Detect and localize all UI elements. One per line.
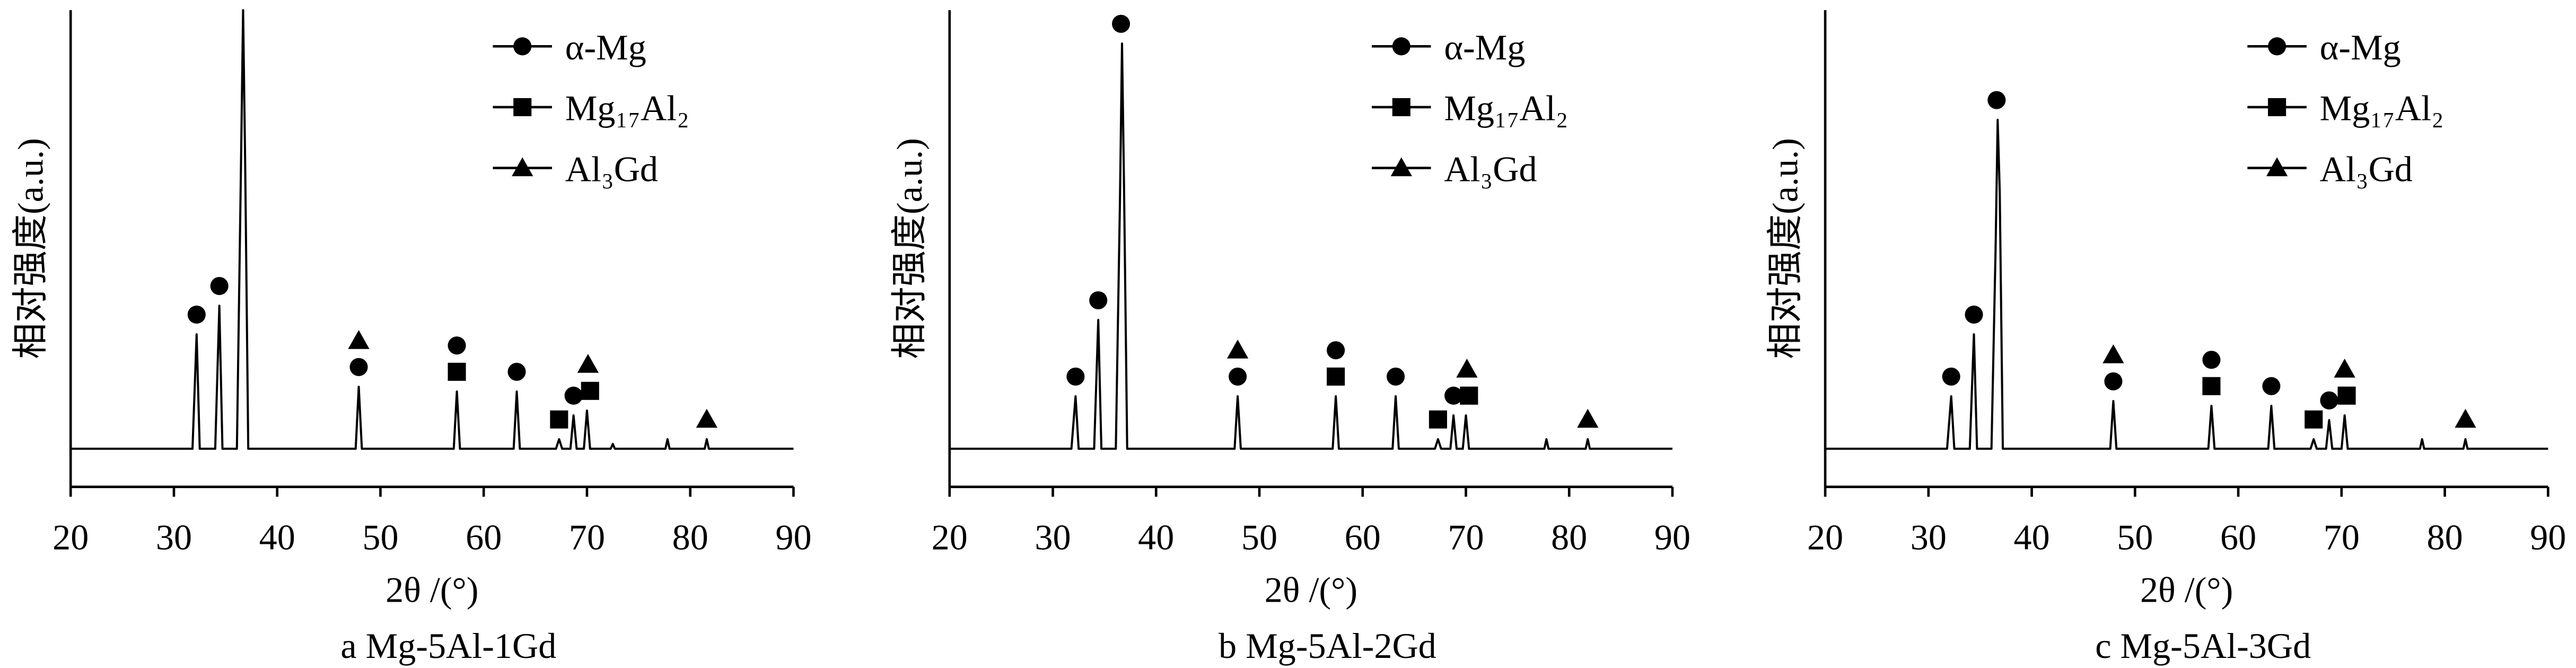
legend-label: Al₃Gd (565, 149, 658, 189)
caption: b Mg-5Al-2Gd (1219, 626, 1436, 666)
legend-label: Al₃Gd (1444, 149, 1537, 189)
phase-marker (1444, 386, 1463, 405)
phase-marker (1456, 358, 1478, 378)
phase-marker (1089, 291, 1108, 310)
legend-label: Mg₁₇Al₂ (1444, 88, 1568, 128)
legend-marker (513, 98, 532, 116)
phase-marker (507, 362, 526, 381)
legend-marker (1392, 37, 1410, 56)
x-tick-label: 80 (672, 517, 708, 557)
phase-marker (581, 381, 599, 400)
phase-marker (2334, 358, 2355, 378)
x-tick-label: 20 (52, 517, 89, 557)
phase-marker (1226, 340, 1249, 359)
panel: 20 30 40 50 60 70 80 90 α-Mg Mg₁₇Al₂ Al₃Gd 2θ /(°) 相… (1765, 10, 2566, 666)
x-tick-label: 50 (1241, 517, 1277, 557)
legend-marker (1392, 98, 1410, 116)
x-tick-label: 20 (1807, 517, 1843, 557)
legend-marker (513, 37, 532, 56)
phase-marker (2305, 410, 2323, 429)
panel: 20 30 40 50 60 70 80 90 α-Mg Mg₁₇Al₂ Al₃Gd 2θ /(°) 相… (11, 9, 812, 666)
phase-marker (2337, 386, 2356, 405)
phase-marker (1577, 409, 1599, 428)
x-tick-label: 80 (1551, 517, 1587, 557)
xrd-line (949, 42, 1672, 450)
x-tick-label: 20 (932, 517, 968, 557)
phase-marker (1429, 410, 1447, 429)
x-tick-label: 90 (1654, 517, 1690, 557)
phase-marker (1987, 91, 2006, 109)
phase-marker (2320, 391, 2338, 410)
caption: a Mg-5Al-1Gd (340, 626, 556, 666)
phase-marker (2104, 372, 2123, 391)
phase-marker (564, 386, 583, 405)
phase-marker (1387, 367, 1405, 386)
phase-marker (2202, 377, 2221, 395)
xrd-line (71, 9, 794, 450)
x-tick-label: 40 (259, 517, 295, 557)
legend-label: α-Mg (1444, 27, 1525, 67)
phase-marker (2202, 351, 2221, 369)
x-tick-label: 80 (2427, 517, 2463, 557)
x-tick-label: 30 (156, 517, 192, 557)
phase-marker (1965, 305, 1983, 324)
x-tick-label: 90 (775, 517, 811, 557)
x-tick-label: 60 (466, 517, 502, 557)
x-tick-label: 60 (2220, 517, 2256, 557)
x-tick-label: 30 (1035, 517, 1071, 557)
legend-marker (1390, 157, 1412, 177)
xrd-line (1825, 118, 2548, 450)
y-axis-label: 相对强度(a.u.) (1765, 138, 1805, 359)
phase-marker (550, 410, 568, 429)
legend-marker (2266, 157, 2288, 177)
x-tick-label: 70 (569, 517, 605, 557)
panel: 20 30 40 50 60 70 80 90 α-Mg Mg₁₇Al₂ Al₃Gd 2θ /(°) 相… (889, 10, 1690, 666)
legend-marker (2268, 37, 2286, 56)
phase-marker (1327, 367, 1345, 386)
phase-marker (1327, 341, 1345, 360)
x-tick-label: 50 (2117, 517, 2153, 557)
phase-marker (696, 409, 717, 428)
x-tick-label: 60 (1345, 517, 1381, 557)
phase-marker (348, 330, 370, 349)
legend-label: α-Mg (565, 27, 646, 67)
legend-label: Mg₁₇Al₂ (2320, 88, 2444, 128)
x-tick-label: 70 (2324, 517, 2360, 557)
legend-label: Mg₁₇Al₂ (565, 88, 689, 128)
x-tick-label: 40 (1138, 517, 1174, 557)
x-tick-label: 40 (2014, 517, 2050, 557)
legend-label: Al₃Gd (2320, 149, 2413, 189)
legend-label: α-Mg (2320, 27, 2401, 67)
legend-marker (2268, 98, 2286, 116)
phase-marker (448, 362, 466, 381)
phase-marker (2102, 344, 2124, 363)
x-axis-label: 2θ /(°) (385, 570, 478, 610)
phase-marker (1066, 367, 1085, 386)
caption: c Mg-5Al-3Gd (2095, 626, 2311, 666)
x-tick-label: 70 (1448, 517, 1484, 557)
y-axis-label: 相对强度(a.u.) (11, 138, 51, 359)
phase-marker (2455, 409, 2476, 428)
phase-marker (1112, 14, 1131, 33)
phase-marker (1460, 386, 1478, 405)
phase-marker (448, 336, 466, 355)
legend-marker (512, 157, 533, 177)
x-axis-label: 2θ /(°) (1265, 570, 1357, 610)
phase-marker (349, 358, 368, 376)
x-axis-label: 2θ /(°) (2140, 570, 2233, 610)
x-tick-label: 50 (362, 517, 398, 557)
phase-marker (210, 276, 229, 296)
x-tick-label: 30 (1911, 517, 1947, 557)
phase-marker (577, 353, 599, 373)
y-axis-label: 相对强度(a.u.) (889, 138, 930, 359)
phase-marker (1229, 367, 1247, 386)
phase-marker (2262, 377, 2281, 395)
phase-marker (1942, 367, 1960, 386)
x-tick-label: 90 (2530, 517, 2566, 557)
phase-marker (187, 305, 206, 324)
